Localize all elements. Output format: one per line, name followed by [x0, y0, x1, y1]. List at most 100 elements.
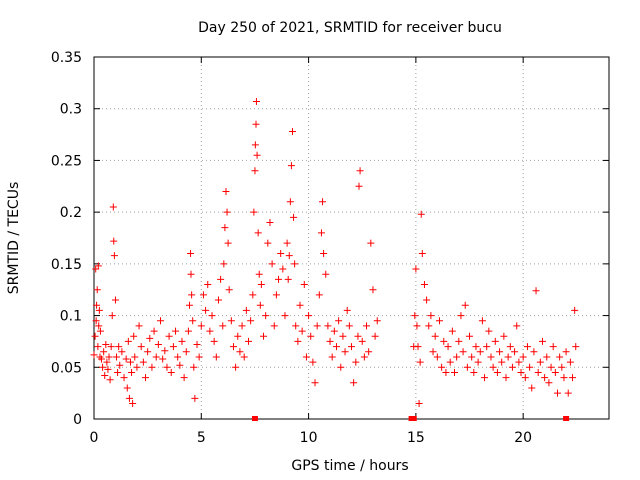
data-point — [291, 260, 299, 268]
data-point — [472, 343, 480, 351]
data-point — [414, 343, 422, 351]
data-point — [420, 281, 428, 289]
data-point — [532, 287, 540, 295]
data-point — [345, 322, 353, 330]
data-point — [229, 343, 237, 351]
data-point — [302, 353, 310, 361]
data-point — [234, 332, 242, 340]
data-point — [135, 322, 143, 330]
axis-ticks — [93, 56, 609, 420]
data-point — [415, 399, 423, 407]
data-point — [222, 187, 230, 195]
data-point — [103, 358, 111, 366]
data-point — [521, 374, 529, 382]
data-point — [448, 327, 456, 335]
data-point — [236, 348, 244, 356]
data-point — [91, 332, 99, 340]
data-point — [367, 239, 375, 247]
data-point — [104, 365, 112, 373]
data-point — [572, 343, 580, 351]
y-tick-label: 0.35 — [51, 50, 82, 66]
data-point — [169, 343, 177, 351]
data-point — [124, 337, 132, 345]
data-point — [371, 332, 379, 340]
data-point — [500, 332, 508, 340]
data-point — [101, 372, 109, 380]
data-point — [266, 218, 274, 226]
data-point — [335, 317, 343, 325]
data-point — [221, 224, 229, 232]
data-point — [571, 306, 579, 314]
x-tick-label: 10 — [300, 430, 318, 446]
data-point — [348, 343, 355, 351]
data-point — [275, 275, 283, 283]
data-point — [217, 275, 225, 283]
data-point — [551, 368, 559, 376]
data-point — [287, 162, 295, 170]
data-point — [188, 291, 196, 299]
data-point — [159, 355, 167, 363]
data-point — [294, 337, 302, 345]
data-point — [190, 363, 198, 371]
data-point — [476, 348, 484, 356]
data-point — [435, 317, 443, 325]
data-point — [202, 306, 210, 314]
data-point — [142, 374, 149, 382]
data-point — [324, 322, 332, 330]
data-point — [315, 291, 323, 299]
data-point — [122, 355, 130, 363]
data-point — [93, 286, 101, 294]
data-point — [322, 270, 330, 278]
data-point — [417, 210, 425, 218]
data-point — [341, 348, 349, 356]
data-point — [517, 368, 525, 376]
data-point — [252, 120, 260, 128]
data-point — [474, 358, 482, 366]
data-point — [257, 281, 265, 289]
data-point — [285, 252, 293, 260]
data-point — [547, 363, 555, 371]
data-point — [90, 351, 98, 359]
data-point — [283, 239, 291, 247]
data-point — [496, 348, 504, 356]
y-tick-label: 0.15 — [51, 257, 82, 273]
data-point — [167, 368, 175, 376]
data-point — [328, 353, 336, 361]
data-point — [214, 296, 222, 304]
y-tick-label: 0.3 — [60, 102, 82, 118]
data-point — [165, 332, 173, 340]
data-point — [284, 275, 292, 283]
data-point — [148, 363, 156, 371]
data-point — [111, 296, 119, 304]
data-point — [268, 260, 276, 268]
x-tick-label: 15 — [407, 430, 425, 446]
data-point — [569, 374, 577, 382]
data-point — [204, 281, 212, 289]
data-point — [224, 239, 232, 247]
data-point — [416, 358, 424, 366]
data-point — [129, 399, 137, 407]
data-point — [504, 353, 512, 361]
data-point — [197, 322, 205, 330]
bottom-marker — [251, 416, 258, 421]
data-point — [300, 281, 308, 289]
data-point — [530, 348, 538, 356]
data-point — [146, 334, 154, 342]
data-point — [118, 348, 126, 356]
x-tick-label: 0 — [90, 430, 99, 446]
data-point — [320, 250, 328, 258]
data-point — [307, 332, 315, 340]
data-point — [545, 379, 553, 387]
data-point — [508, 363, 516, 371]
data-point — [95, 306, 103, 314]
data-point — [451, 368, 458, 376]
data-point — [311, 379, 319, 387]
data-point — [502, 374, 510, 382]
data-point — [256, 301, 264, 309]
data-point — [558, 363, 566, 371]
data-point — [206, 327, 214, 335]
data-point — [330, 327, 338, 335]
data-point — [352, 358, 360, 366]
data-point — [227, 317, 235, 325]
data-point — [506, 343, 514, 351]
